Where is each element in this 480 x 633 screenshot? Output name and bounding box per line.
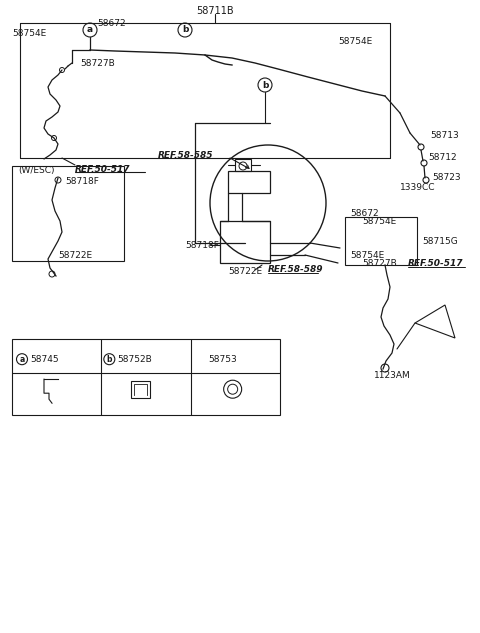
Text: 58754E: 58754E [350, 251, 384, 260]
Bar [220, 221, 270, 263]
Bar [132, 381, 150, 398]
Text: 58718F: 58718F [65, 177, 99, 185]
Text: a: a [87, 25, 93, 35]
Text: 58727B: 58727B [362, 260, 397, 268]
Text: b: b [262, 80, 268, 89]
Text: 58753: 58753 [209, 354, 238, 364]
Text: 58722E: 58722E [58, 251, 92, 260]
Text: 58722E: 58722E [228, 266, 262, 275]
Text: REF.50-517: REF.50-517 [408, 260, 464, 268]
Text: REF.50-517: REF.50-517 [75, 165, 131, 173]
Text: 58754E: 58754E [362, 218, 396, 227]
Text: (W/ESC): (W/ESC) [18, 166, 55, 175]
Text: 58672: 58672 [97, 20, 126, 28]
Text: b: b [182, 25, 188, 35]
Bar [228, 171, 270, 193]
Text: 58672: 58672 [350, 208, 379, 218]
Bar [12, 339, 280, 415]
Text: 58718F: 58718F [185, 241, 219, 249]
Text: 58752B: 58752B [117, 354, 152, 364]
Text: 58713: 58713 [430, 130, 459, 139]
Text: 1339CC: 1339CC [400, 182, 435, 192]
Text: REF.58-589: REF.58-589 [268, 265, 324, 275]
Text: 58754E: 58754E [338, 37, 372, 46]
Bar [235, 159, 251, 171]
Text: 1123AM: 1123AM [373, 370, 410, 380]
Text: 58712: 58712 [428, 153, 456, 161]
Text: 58727B: 58727B [80, 60, 115, 68]
Text: b: b [107, 354, 112, 364]
Text: 58723: 58723 [432, 173, 461, 182]
Text: 58715G: 58715G [422, 237, 458, 246]
Text: a: a [19, 354, 24, 364]
Bar [345, 217, 417, 265]
Text: 58711B: 58711B [196, 6, 234, 16]
Bar [12, 166, 124, 261]
Text: REF.58-585: REF.58-585 [158, 151, 214, 160]
Text: 58745: 58745 [30, 354, 59, 364]
Text: 58754E: 58754E [12, 28, 46, 37]
